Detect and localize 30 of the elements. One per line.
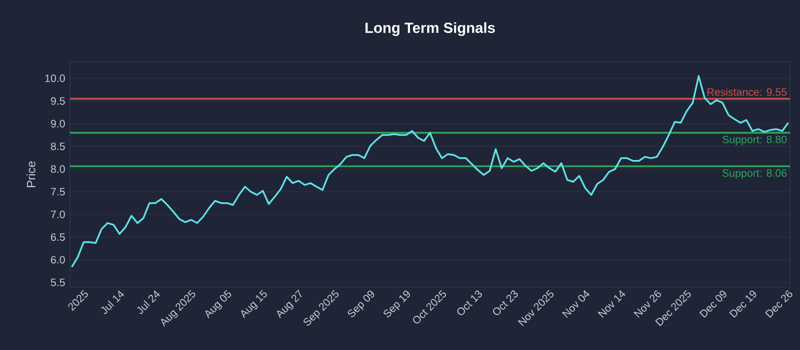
- x-tick-label: Oct 23: [493, 290, 518, 316]
- y-tick-label: 8.5: [50, 142, 65, 150]
- y-tick-label: 9.5: [50, 97, 65, 105]
- x-tick-label: Aug 15: [241, 290, 267, 318]
- y-axis-title: Price: [26, 161, 36, 188]
- y-tick-label: 7.0: [51, 210, 65, 218]
- x-tick-label: Nov 14: [598, 290, 626, 318]
- chart-title: Long Term Signals: [366, 22, 495, 36]
- x-tick-label: Nov 26: [634, 290, 661, 318]
- x-tick-label: Sep 19: [384, 290, 410, 318]
- x-tick-label: Jul 24: [137, 290, 160, 314]
- y-tick-label: 10.0: [45, 74, 65, 82]
- ref-line-label: Support: 8.06: [722, 169, 787, 179]
- y-tick-label: 7.5: [51, 188, 65, 196]
- x-tick-label: Dec 19: [729, 290, 756, 318]
- y-tick-label: 6.0: [51, 256, 65, 264]
- x-tick-label: Aug 05: [205, 290, 232, 318]
- ref-line-label: Resistance: 9.55: [708, 88, 787, 96]
- y-tick-label: 8.0: [50, 165, 65, 173]
- y-tick-label: 9.0: [50, 120, 65, 128]
- x-tick-label: Sep 09: [348, 290, 374, 318]
- ref-line-label: Support: 8.80: [722, 136, 787, 146]
- x-tick-label: Dec 26: [765, 290, 792, 318]
- x-tick-label: Oct 13: [457, 290, 482, 316]
- x-tick-label: Aug 27: [276, 290, 302, 318]
- x-tick-label: Jul 14: [101, 290, 124, 314]
- y-tick-label: 5.5: [50, 278, 65, 286]
- x-tick-label: Nov 04: [562, 290, 590, 318]
- y-tick-label: 6.5: [51, 233, 65, 241]
- x-tick-label: Dec 09: [699, 290, 726, 318]
